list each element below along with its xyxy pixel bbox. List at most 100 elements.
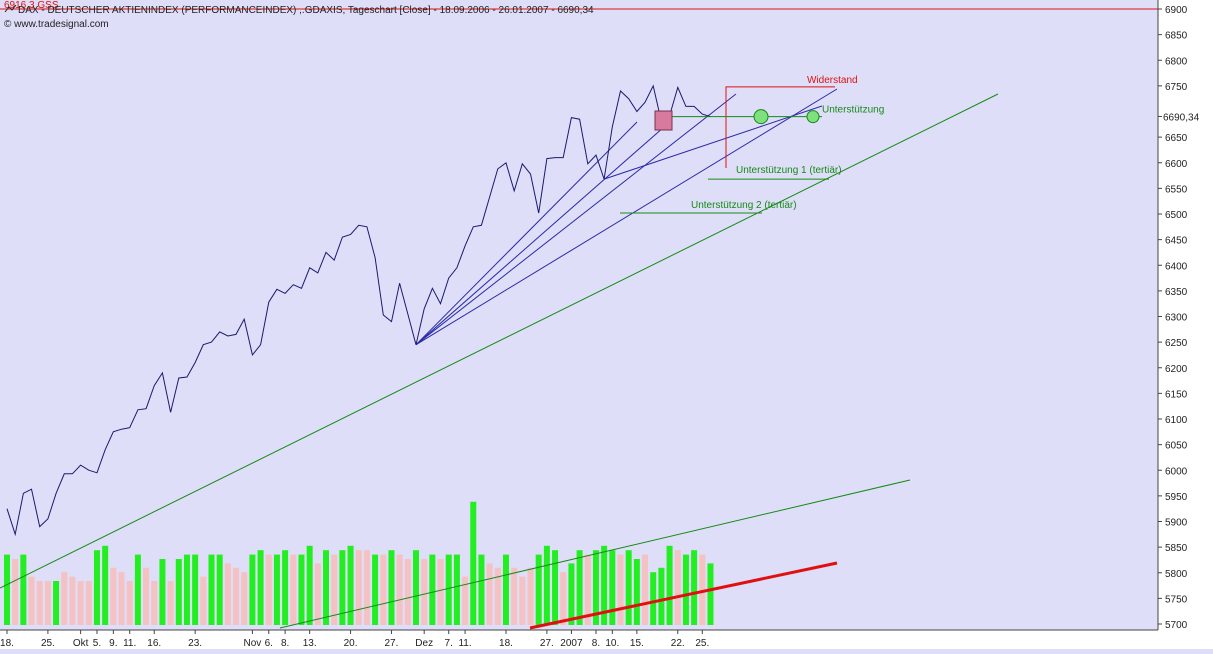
volume-bar xyxy=(699,554,706,625)
volume-bar xyxy=(650,572,657,625)
source-label: © www.tradesignal.com xyxy=(4,19,109,30)
y-tick-label: 6750 xyxy=(1165,82,1188,93)
volume-bar xyxy=(290,554,297,625)
volume-bar xyxy=(560,572,567,625)
x-tick-label: 20. xyxy=(344,638,358,649)
volume-bar xyxy=(355,550,362,625)
volume-bar xyxy=(625,550,632,625)
volume-bar xyxy=(28,576,35,625)
x-tick-label: 25. xyxy=(41,638,55,649)
y-tick-label: 6150 xyxy=(1165,389,1188,400)
y-tick-label: 5900 xyxy=(1165,518,1188,529)
volume-bar xyxy=(372,554,379,625)
price-line xyxy=(6,84,711,537)
volume-bar xyxy=(535,554,542,625)
volume-bar xyxy=(224,563,231,625)
y-tick-label: 5750 xyxy=(1165,594,1188,605)
support-circle-marker xyxy=(753,109,769,125)
volume-bar xyxy=(404,559,411,625)
volume-bar xyxy=(453,554,460,625)
x-tick-label: Dez xyxy=(415,638,433,649)
y-tick-label: 6900 xyxy=(1165,5,1188,16)
y-tick-label: 6650 xyxy=(1165,133,1188,144)
volume-bar xyxy=(167,581,174,625)
x-tick-label: 10. xyxy=(605,638,619,649)
long-trend-line xyxy=(0,93,999,589)
volume-bar xyxy=(265,554,272,625)
volume-bar xyxy=(4,554,10,625)
volume-bar xyxy=(61,572,68,625)
x-tick-label: 18. xyxy=(0,638,14,649)
volume-bar xyxy=(666,545,673,625)
volume-bar xyxy=(527,567,534,625)
y-tick-label: 6100 xyxy=(1165,415,1188,426)
volume-bar xyxy=(388,550,395,625)
volume-bar xyxy=(380,554,387,625)
volume-bar xyxy=(77,581,84,625)
volume-bar xyxy=(151,581,158,625)
volume-bar xyxy=(445,554,452,625)
x-tick-label: 25. xyxy=(695,638,709,649)
volume-bar xyxy=(298,554,305,625)
x-tick-label: 16. xyxy=(147,638,161,649)
volume-bar xyxy=(552,550,559,625)
volume-bar xyxy=(183,554,190,625)
annotation-label: Unterstützung 2 (tertiär) xyxy=(691,200,797,211)
resistance-line xyxy=(725,86,835,168)
volume-bar xyxy=(323,550,330,625)
volume-bar xyxy=(543,545,550,625)
y-tick-label: 6550 xyxy=(1165,184,1188,195)
volume-bar xyxy=(633,559,640,625)
y-tick-label: 6500 xyxy=(1165,210,1188,221)
price-axis-panel xyxy=(1158,0,1213,649)
volume-bar xyxy=(658,567,665,625)
volume-bar xyxy=(53,581,60,625)
annotation-label: Unterstützung xyxy=(822,105,884,116)
volume-bar xyxy=(429,554,436,625)
x-tick-label: 9. xyxy=(109,638,117,649)
volume-bar xyxy=(93,550,100,625)
volume-bar xyxy=(682,554,689,625)
fan-line xyxy=(415,93,737,346)
volume-bar xyxy=(85,581,92,625)
y-tick-label: 6250 xyxy=(1165,338,1188,349)
x-tick-label: 5. xyxy=(93,638,101,649)
x-tick-label: Okt xyxy=(73,638,89,649)
volume-bar xyxy=(617,554,624,625)
volume-bar xyxy=(159,559,166,625)
x-tick-label: 11. xyxy=(458,638,471,649)
top-value-label: 6916.3 GSS xyxy=(4,0,59,11)
volume-bar xyxy=(707,563,714,625)
volume-bar xyxy=(601,545,608,625)
volume-bar xyxy=(568,563,575,625)
volume-bar xyxy=(233,567,240,625)
y-tick-label: 6350 xyxy=(1165,287,1188,298)
volume-bar xyxy=(12,559,19,625)
y-tick-label: 6050 xyxy=(1165,441,1188,452)
volume-bar xyxy=(437,559,444,625)
x-tick-label: 2007 xyxy=(560,638,583,649)
volume-bar xyxy=(363,550,370,625)
volume-bar xyxy=(118,572,125,625)
x-tick-label: 23. xyxy=(188,638,202,649)
y-tick-label: 6400 xyxy=(1165,261,1188,272)
volume-bar xyxy=(478,554,485,625)
top-box-marker xyxy=(654,110,673,131)
x-tick-label: 7. xyxy=(445,638,453,649)
volume-bar xyxy=(331,554,338,625)
x-tick-label: 8. xyxy=(281,638,289,649)
annotation-label: Unterstützung 1 (tertiär) xyxy=(736,165,842,176)
fan-line xyxy=(603,105,823,180)
y-tick-label: 5700 xyxy=(1165,620,1188,631)
volume-bar xyxy=(200,576,207,625)
y-tick-label: 6600 xyxy=(1165,159,1188,170)
y-tick-label: 6450 xyxy=(1165,236,1188,247)
y-tick-label: 6800 xyxy=(1165,56,1188,67)
volume-bar xyxy=(609,550,616,625)
time-axis-panel xyxy=(0,630,1213,649)
y-tick-label: 6000 xyxy=(1165,466,1188,477)
x-tick-label: 18. xyxy=(499,638,513,649)
volume-bar xyxy=(584,554,591,625)
volume-bar xyxy=(314,563,321,625)
volume-bar xyxy=(576,550,583,625)
